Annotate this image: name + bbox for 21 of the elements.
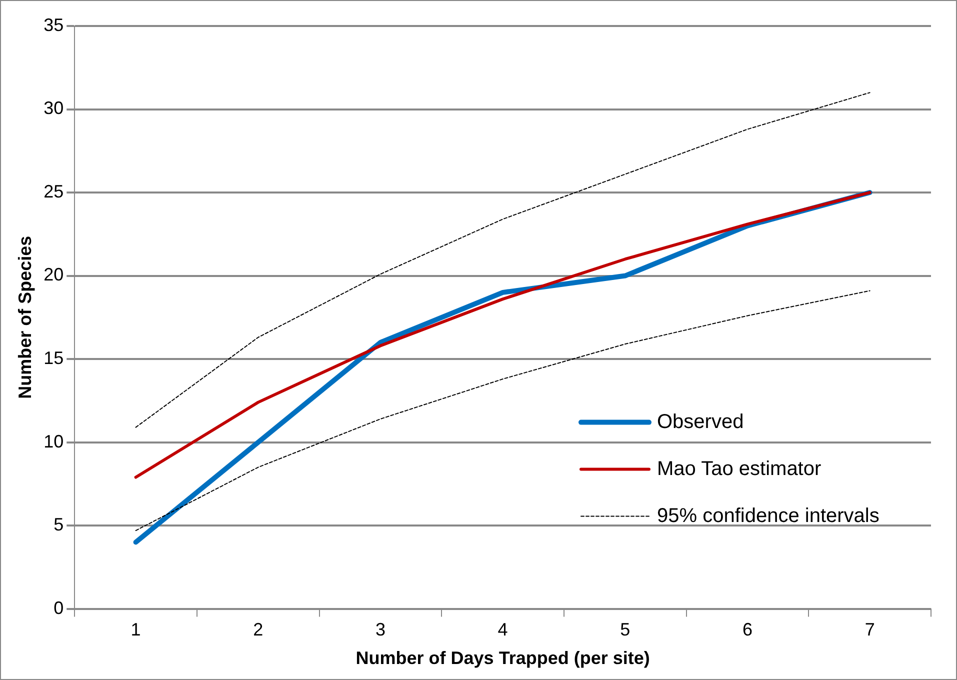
line-series [135, 92, 870, 428]
y-tick-label: 30 [44, 98, 64, 118]
y-tick-label: 25 [44, 181, 64, 202]
y-tick-label: 10 [44, 431, 64, 452]
x-tick-label: 4 [498, 620, 508, 640]
x-tick-label: 1 [130, 620, 141, 640]
legend-label: Observed [657, 410, 744, 433]
x-tick-label: 6 [742, 620, 752, 640]
x-axis-title: Number of Days Trapped (per site) [356, 648, 650, 668]
y-tick-label: 5 [54, 514, 64, 535]
y-tick-label: 35 [44, 14, 64, 35]
y-axis-title: Number of Species [14, 236, 35, 399]
x-tick-label: 2 [253, 620, 264, 640]
x-tick-label: 3 [375, 620, 386, 640]
y-tick-label: 15 [44, 348, 64, 368]
x-tick-label: 7 [864, 620, 875, 640]
y-tick-label: 20 [44, 264, 64, 285]
legend-label: 95% confidence intervals [657, 504, 880, 527]
x-tick-label: 5 [620, 620, 630, 640]
y-tick-label: 0 [54, 598, 64, 618]
legend-label: Mao Tao estimator [657, 458, 822, 480]
